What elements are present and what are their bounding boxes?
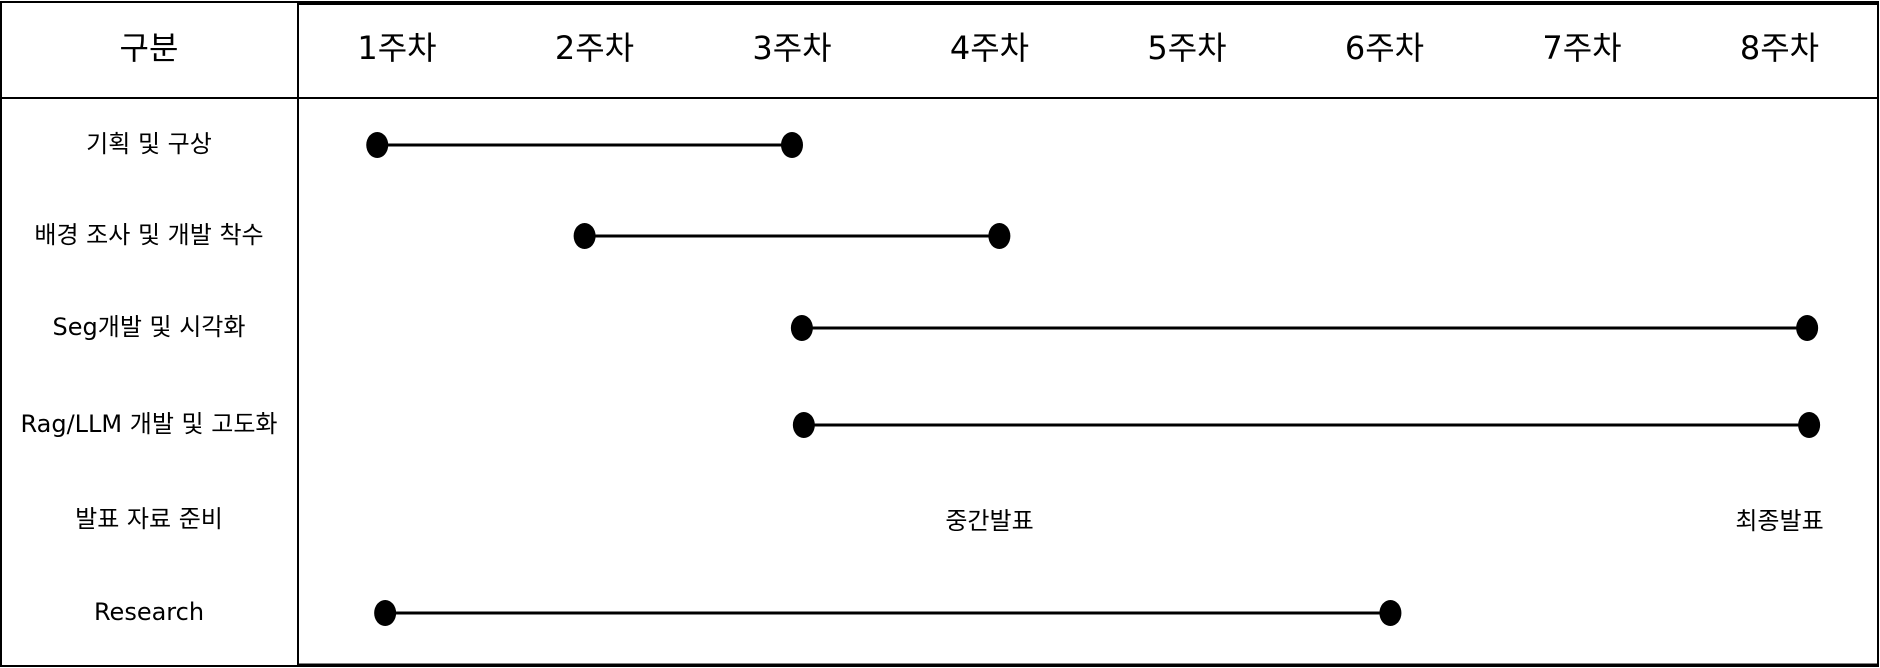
table-header: 구분 1주차 2주차 3주차 4주차 5주차 6주차 7주차 8주차 — [120, 29, 1820, 67]
timeline-end-point — [781, 132, 803, 158]
timeline-end-point — [1798, 412, 1821, 438]
timeline-end-point — [1379, 600, 1402, 626]
week-header: 7주차 — [1542, 29, 1621, 67]
week-header: 5주차 — [1147, 29, 1226, 67]
week-header: 8주차 — [1740, 29, 1819, 67]
timeline-start-point — [573, 223, 596, 249]
week-header: 1주차 — [357, 29, 436, 67]
week-header: 4주차 — [950, 29, 1029, 67]
milestone-labels: 중간발표 최종발표 — [945, 507, 1823, 535]
row-label: 배경 조사 및 개발 착수 — [34, 221, 263, 249]
row-label: 기획 및 구상 — [86, 130, 212, 158]
timeline-end-point — [1796, 315, 1819, 341]
row-label: 발표 자료 준비 — [75, 505, 223, 533]
milestone-label: 중간발표 — [945, 507, 1033, 535]
milestone-label: 최종발표 — [1735, 507, 1823, 535]
timeline-start-point — [790, 315, 813, 341]
row-label: Research — [94, 598, 204, 626]
timeline-end-point — [988, 223, 1011, 249]
timeline-bars — [366, 132, 1821, 626]
week-header: 2주차 — [555, 29, 634, 67]
timeline-start-point — [374, 600, 397, 626]
row-label: Seg개발 및 시각화 — [53, 313, 246, 341]
week-header: 3주차 — [752, 29, 831, 67]
row-label: Rag/LLM 개발 및 고도화 — [21, 410, 278, 438]
week-header: 6주차 — [1345, 29, 1424, 67]
timeline-start-point — [366, 132, 389, 158]
category-header: 구분 — [120, 29, 179, 67]
timeline-start-point — [792, 412, 815, 438]
